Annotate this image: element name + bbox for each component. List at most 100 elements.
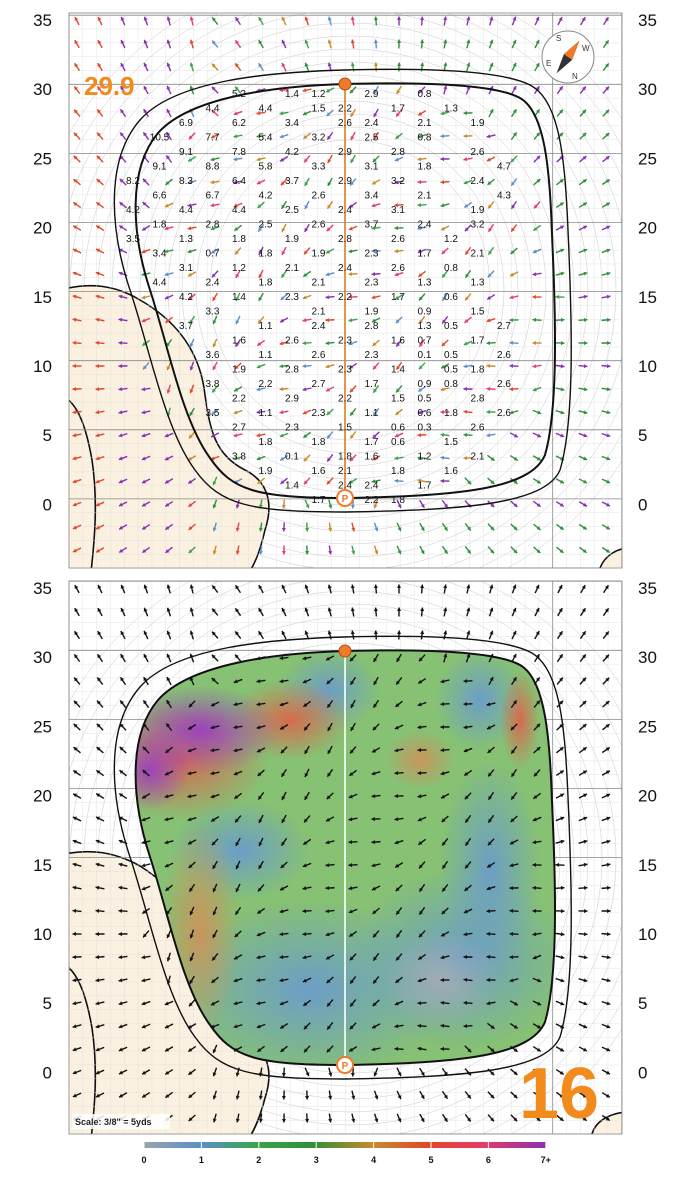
y-axis-right-bottom: 35 30 25 20 15 10 5 0: [638, 579, 657, 1082]
slope-value: 1.8: [312, 437, 326, 448]
slope-value: 2.6: [497, 379, 511, 390]
slope-value: 2.8: [206, 220, 220, 231]
slope-value: 2.6: [497, 408, 511, 419]
y-axis-tick-label: 25: [638, 717, 657, 736]
slope-value: 2.6: [312, 220, 326, 231]
slope-value: 4.3: [497, 191, 511, 202]
slope-value: 3.4: [365, 191, 379, 202]
compass-letter-e: E: [546, 59, 551, 68]
tee-start-marker[interactable]: P: [336, 489, 354, 507]
y-axis-tick-label: 20: [33, 787, 52, 806]
slope-value: 1.2: [232, 263, 246, 274]
slope-value: 2.6: [391, 263, 405, 274]
slope-value: 1.8: [391, 466, 405, 477]
slope-value: 2.9: [285, 394, 299, 405]
slope-value: 1.3: [444, 104, 458, 115]
y-axis-tick-label: 15: [33, 856, 52, 875]
slope-value: 2.4: [418, 220, 432, 231]
slope-value: 1.1: [259, 321, 273, 332]
slope-value: 2.5: [259, 220, 273, 231]
slope-value: 2.3: [365, 249, 379, 260]
y-axis-tick-label: 30: [638, 648, 657, 667]
slope-value: 0.6: [444, 292, 458, 303]
slope-value: 2.9: [338, 147, 352, 158]
slope-value: 1.7: [471, 336, 485, 347]
slope-value: 2.4: [365, 481, 379, 492]
slope-value: 2.8: [285, 365, 299, 376]
slope-value: 5.4: [259, 133, 273, 144]
y-axis-tick-label: 15: [33, 288, 52, 307]
slope-value: 1.8: [391, 495, 405, 506]
slope-value: 1.8: [444, 408, 458, 419]
slope-value: 3.1: [365, 162, 379, 173]
slope-value: 1.9: [471, 205, 485, 216]
slope-value: 4.2: [285, 147, 299, 158]
slope-value: 2.1: [338, 466, 352, 477]
slope-value: 2.3: [312, 408, 326, 419]
slope-value: 8.8: [206, 162, 220, 173]
y-axis-tick-label: 0: [638, 495, 647, 514]
slope-value: 1.9: [285, 234, 299, 245]
slope-value: 2.2: [338, 104, 352, 115]
slope-value: 4.4: [206, 104, 220, 115]
legend-tick-label: 3: [314, 1155, 319, 1165]
slope-value: 9.1: [153, 162, 167, 173]
hole-pin-marker-bottom[interactable]: [338, 644, 352, 658]
sand-bunker-right-bottom: [591, 1111, 622, 1134]
slope-value: 2.4: [312, 321, 326, 332]
slope-value: 2.2: [365, 495, 379, 506]
y-axis-tick-label: 35: [638, 579, 657, 598]
slope-value: 4.4: [259, 104, 273, 115]
y-axis-tick-label: 35: [638, 11, 657, 30]
fringe-outline-bottom: [113, 635, 572, 1080]
y-axis-tick-label: 20: [638, 787, 657, 806]
slope-value: 2.6: [312, 350, 326, 361]
slope-value: 2.1: [471, 452, 485, 463]
bottom-map-panel: P 16 Scale: 3/8" = 5yds: [68, 580, 623, 1135]
slope-value: 0.5: [444, 365, 458, 376]
slope-value: 1.8: [471, 365, 485, 376]
slope-value: 5.2: [232, 89, 246, 100]
slope-value: 2.3: [338, 365, 352, 376]
slope-arrows: [72, 16, 611, 555]
slope-value: 0.5: [444, 350, 458, 361]
legend-tick-label: 4: [371, 1155, 376, 1165]
slope-value: 3.3: [206, 307, 220, 318]
slope-value: 1.1: [365, 408, 379, 419]
slope-value: 4.2: [126, 205, 140, 216]
slope-value: 1.8: [232, 234, 246, 245]
y-axis-tick-label: 25: [638, 149, 657, 168]
slope-value: 1.6: [365, 452, 379, 463]
slope-value: 1.8: [259, 278, 273, 289]
slope-value: 2.7: [497, 321, 511, 332]
slope-value: 2.8: [365, 321, 379, 332]
y-axis-tick-label: 25: [33, 149, 52, 168]
slope-value: 3.7: [179, 321, 193, 332]
slope-value: 2.6: [338, 118, 352, 129]
slope-value: 1.4: [232, 292, 246, 303]
slope-value: 1.8: [418, 162, 432, 173]
slope-value: 3.2: [471, 220, 485, 231]
sand-bunker-left-edge: [69, 399, 97, 568]
slope-value: 2.1: [418, 191, 432, 202]
slope-value: 1.8: [153, 220, 167, 231]
slope-value: 2.5: [365, 133, 379, 144]
slope-value: 1.7: [418, 249, 432, 260]
hole-pin-marker[interactable]: [338, 77, 352, 91]
slope-value: 1.7: [365, 437, 379, 448]
y-axis-tick-label: 5: [638, 994, 647, 1013]
tee-start-marker-bottom[interactable]: P: [336, 1056, 354, 1074]
slope-value: 1.6: [232, 336, 246, 347]
slope-value: 1.3: [471, 278, 485, 289]
slope-value: 4.4: [232, 205, 246, 216]
y-axis-tick-label: 30: [33, 648, 52, 667]
y-axis-left-top: 35 30 25 20 15 10 5 0: [33, 11, 52, 514]
y-axis-right-top: 35 30 25 20 15 10 5 0: [638, 11, 657, 514]
distance-label: 29.9: [84, 71, 135, 101]
slope-value: 2.8: [471, 394, 485, 405]
compass-letter-n: N: [572, 72, 578, 81]
slope-value: 9.1: [179, 147, 193, 158]
slope-value: 1.1: [259, 350, 273, 361]
slope-value-labels: 5.2 1.4 1.2 2.9 0.8 4.4 4.4 1.5 2.2 1.7 1.3 6.9 6.2 3…: [126, 89, 511, 506]
slope-value: 2.1: [312, 307, 326, 318]
